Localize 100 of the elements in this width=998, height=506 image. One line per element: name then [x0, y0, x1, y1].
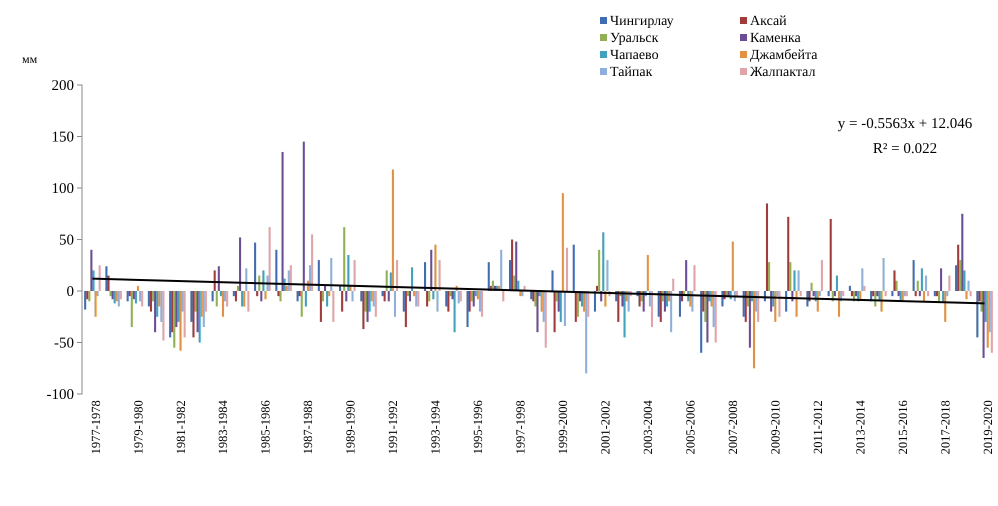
bar — [560, 291, 562, 322]
bar — [766, 203, 768, 291]
bar — [789, 262, 792, 291]
bar — [364, 291, 366, 312]
bar — [94, 291, 97, 317]
bar — [732, 242, 734, 291]
bar — [942, 291, 944, 302]
bar — [162, 291, 164, 340]
bar — [171, 291, 174, 332]
bar — [152, 291, 154, 302]
bar — [184, 291, 186, 338]
bar — [177, 291, 180, 322]
legend-label: Тайпак — [610, 65, 653, 80]
bar — [800, 291, 802, 296]
bar — [406, 291, 409, 296]
bar — [959, 260, 962, 291]
bar — [351, 291, 354, 302]
bar — [566, 248, 568, 291]
bar — [445, 291, 448, 306]
bar — [838, 291, 840, 317]
bar — [812, 291, 815, 296]
bar — [173, 291, 176, 348]
bar — [515, 242, 518, 291]
bar — [848, 286, 851, 291]
bar — [602, 232, 604, 291]
x-tick-label: 2003-2004 — [641, 400, 656, 454]
bar — [239, 237, 242, 291]
bar — [202, 291, 205, 328]
bar — [820, 260, 823, 291]
bar — [970, 291, 972, 296]
bar — [752, 291, 756, 368]
bar — [150, 291, 152, 312]
bar — [392, 169, 394, 291]
bar — [861, 268, 864, 291]
bar — [160, 291, 162, 322]
bar — [454, 291, 456, 332]
bar — [572, 244, 575, 291]
bar — [988, 291, 991, 332]
bar — [236, 286, 240, 291]
bar — [182, 291, 184, 312]
bar — [190, 291, 192, 322]
bar — [468, 291, 471, 312]
legend-label: Аксай — [750, 14, 788, 29]
y-tick-label: 0 — [66, 284, 74, 300]
bar — [260, 291, 262, 302]
bar — [744, 291, 747, 322]
bar — [891, 291, 894, 296]
x-tick-label: 1999-2000 — [556, 400, 570, 454]
bar — [742, 291, 745, 317]
bar — [986, 291, 989, 348]
bar — [828, 291, 830, 296]
bar — [978, 291, 980, 302]
bar — [598, 250, 600, 291]
bar — [562, 193, 564, 291]
bar — [132, 291, 135, 300]
bar — [286, 286, 288, 291]
bar — [658, 291, 660, 317]
bar — [277, 291, 280, 296]
legend-label: Джамбейта — [750, 48, 818, 63]
bar — [212, 291, 214, 302]
x-tick-label: 1983-1984 — [216, 400, 230, 454]
bar — [574, 291, 577, 322]
y-axis-title: мм — [22, 52, 38, 66]
bar — [536, 291, 538, 332]
bar — [247, 291, 250, 312]
bar — [768, 262, 770, 291]
bar — [326, 291, 328, 306]
bar — [345, 291, 348, 302]
legend-label: Жалпактал — [750, 65, 816, 80]
bar — [156, 291, 158, 317]
bar — [282, 152, 284, 291]
bar — [946, 291, 948, 296]
bar — [898, 291, 900, 296]
bar — [158, 291, 160, 306]
bar — [279, 291, 282, 302]
x-tick-label: 1989-1990 — [344, 400, 358, 454]
bar — [670, 291, 672, 332]
y-tick-label: 150 — [52, 129, 74, 146]
bar — [224, 291, 226, 302]
bar — [646, 254, 649, 291]
bar — [554, 291, 556, 332]
bar — [220, 291, 222, 296]
bar — [130, 291, 133, 328]
bar — [112, 291, 114, 300]
bar — [374, 291, 377, 317]
bar — [169, 291, 172, 338]
bar — [304, 291, 307, 306]
bar — [702, 291, 704, 312]
bar — [302, 142, 305, 291]
bar — [502, 291, 504, 302]
bar — [368, 291, 371, 312]
bar — [876, 291, 878, 296]
legend-label: Уральск — [610, 31, 659, 46]
bar — [196, 291, 199, 332]
y-tick-label: 200 — [52, 78, 74, 94]
bar — [384, 291, 386, 302]
annotation: y = -0.5563x + 12.046 — [838, 116, 973, 132]
x-tick-label: 2011-2012 — [811, 400, 826, 454]
bar — [96, 291, 99, 296]
bar — [192, 291, 194, 338]
